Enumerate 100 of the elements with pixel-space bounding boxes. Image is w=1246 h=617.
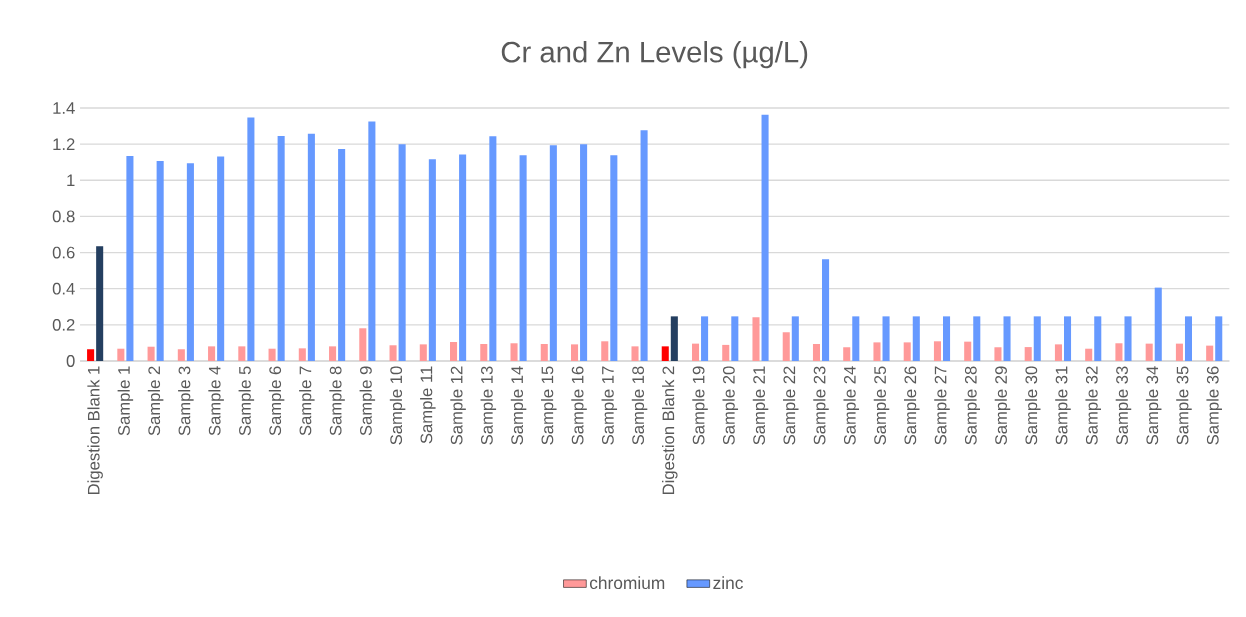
bar <box>701 316 709 361</box>
y-tick-label: 1 <box>67 174 75 187</box>
bar <box>156 160 164 361</box>
bar <box>96 246 104 361</box>
x-tick-label: Sample 34 <box>1145 366 1162 445</box>
bar <box>691 343 700 361</box>
x-tick-label: Sample 22 <box>783 366 799 445</box>
bar <box>177 349 185 361</box>
bar <box>661 346 669 361</box>
bar <box>912 316 920 361</box>
bar <box>329 346 337 361</box>
bar <box>1054 344 1062 361</box>
bar <box>631 346 639 361</box>
x-tick-label: Sample 1 <box>117 366 134 436</box>
legend-label: chromium <box>589 576 665 590</box>
x-tick-label: Sample 3 <box>178 366 194 436</box>
x-tick-label: Sample 25 <box>873 366 890 445</box>
x-tick-label: Sample 10 <box>389 366 406 445</box>
x-tick-label: Sample 5 <box>238 366 255 436</box>
x-tick-label: Sample 29 <box>994 366 1011 445</box>
x-tick-label: Sample 15 <box>541 366 557 445</box>
x-tick-label: Digestion Blank 2 <box>662 366 678 495</box>
bar <box>1094 316 1102 361</box>
bar <box>1175 343 1183 361</box>
bar <box>126 155 134 361</box>
bar <box>450 342 458 361</box>
bar <box>1184 316 1193 361</box>
bar <box>1124 316 1132 361</box>
bar <box>389 345 397 361</box>
x-tick-label: Sample 26 <box>903 366 920 445</box>
y-tick-label: 0.8 <box>52 210 75 223</box>
bar <box>640 130 648 361</box>
x-tick-label: Sample 30 <box>1024 366 1041 445</box>
x-tick-label: Sample 7 <box>299 366 315 436</box>
x-tick-label: Sample 36 <box>1206 366 1222 445</box>
bar <box>1215 316 1223 361</box>
bar <box>843 347 851 361</box>
bar <box>822 259 830 361</box>
bar <box>933 341 941 361</box>
bar <box>722 344 730 361</box>
bar <box>1085 348 1093 361</box>
bar <box>398 144 406 361</box>
bar <box>307 133 315 361</box>
x-tick-label: Digestion Blank 1 <box>87 366 103 495</box>
bar <box>973 316 981 361</box>
y-tick-label: 0.6 <box>52 246 75 259</box>
x-tick-label: Sample 16 <box>571 366 587 445</box>
bar <box>580 144 588 361</box>
bar <box>812 344 821 361</box>
bar <box>882 316 890 361</box>
bar <box>601 341 609 361</box>
bar <box>1003 316 1011 361</box>
bar <box>782 332 790 361</box>
bar <box>298 348 306 361</box>
bar <box>1206 345 1214 361</box>
bar <box>873 342 881 361</box>
bar <box>903 342 911 361</box>
bar <box>731 316 739 361</box>
bar <box>1145 343 1153 361</box>
bar <box>117 348 125 361</box>
x-tick-label: Sample 9 <box>359 366 376 436</box>
bar <box>519 155 527 361</box>
bar <box>338 149 346 361</box>
bar <box>428 159 436 361</box>
bar <box>238 346 246 361</box>
x-tick-label: Sample 4 <box>208 366 224 436</box>
y-tick-label: 0.4 <box>52 282 75 295</box>
bar <box>268 348 276 361</box>
bar <box>852 316 860 361</box>
y-tick-label: 1.4 <box>53 102 75 114</box>
bar <box>147 346 155 361</box>
bar <box>480 344 488 361</box>
bar <box>994 347 1002 361</box>
bar <box>359 328 367 361</box>
y-tick-label: 1.2 <box>53 138 75 150</box>
x-tick-label: Sample 12 <box>450 366 466 445</box>
legend-label: zinc <box>713 576 743 590</box>
x-tick-label: Sample 2 <box>147 366 164 436</box>
x-tick-label: Sample 11 <box>420 366 436 444</box>
x-tick-label: Sample 17 <box>601 366 618 445</box>
chart-title: Cr and Zn Levels (µg/L) <box>501 40 808 69</box>
bar <box>1063 316 1072 361</box>
bar <box>549 145 557 361</box>
bar <box>1024 347 1032 361</box>
x-tick-label: Sample 8 <box>329 366 345 436</box>
bar <box>217 156 225 361</box>
bar <box>247 117 255 361</box>
x-tick-label: Sample 13 <box>480 366 497 445</box>
bar <box>1033 316 1041 361</box>
x-tick-label: Sample 24 <box>843 366 860 445</box>
bar <box>419 344 427 361</box>
bar <box>277 136 285 361</box>
x-tick-label: Sample 31 <box>1055 366 1071 445</box>
bar <box>368 121 376 361</box>
x-tick-label: Sample 18 <box>631 366 648 445</box>
bar <box>670 316 678 361</box>
x-tick-label: Sample 35 <box>1176 366 1192 445</box>
x-tick-label: Sample 32 <box>1085 366 1101 445</box>
x-tick-label: Sample 19 <box>692 366 708 445</box>
x-tick-label: Sample 20 <box>722 366 739 445</box>
